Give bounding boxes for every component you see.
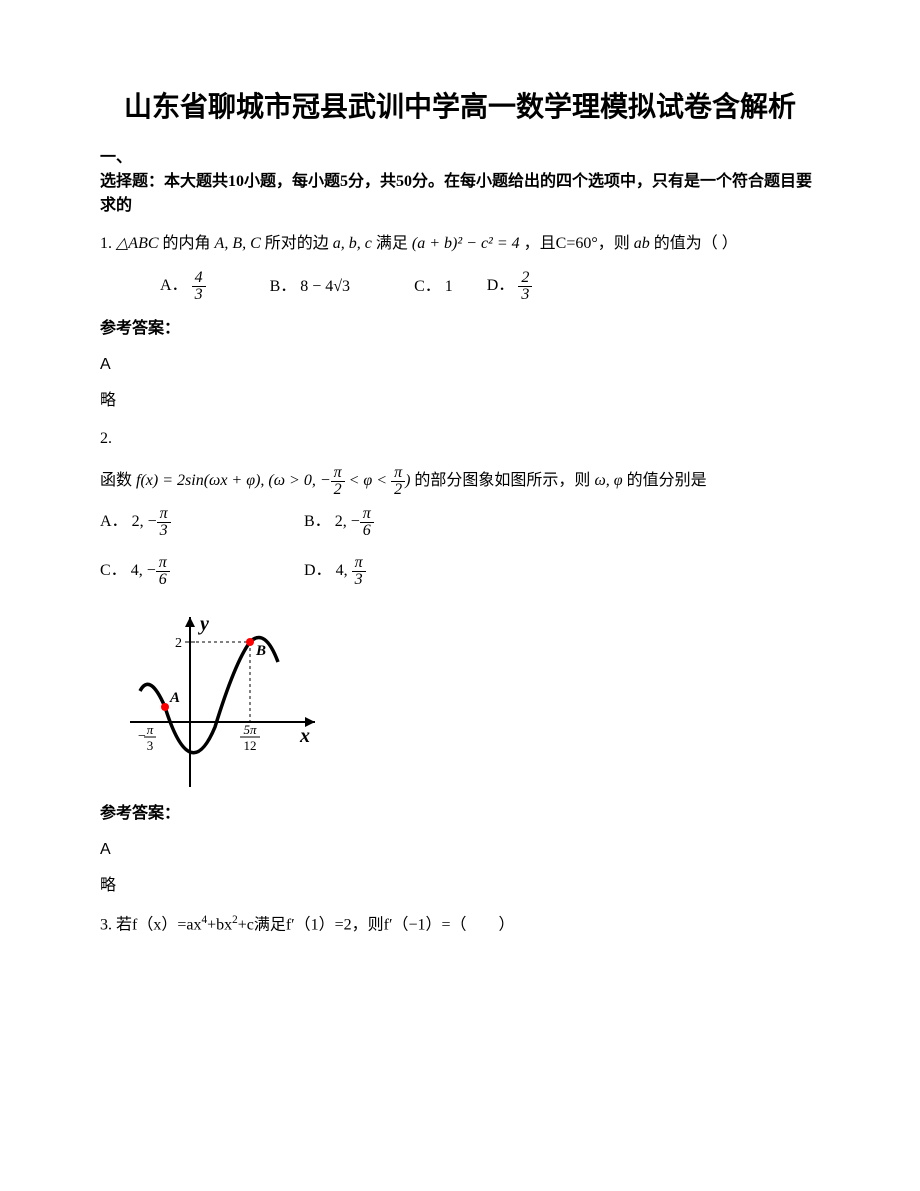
q1-option-d: D． 23	[487, 270, 533, 303]
opt-value: 1	[445, 278, 453, 295]
section-instructions: 选择题：本大题共10小题，每小题5分，共50分。在每小题给出的四个选项中，只有是…	[100, 173, 812, 214]
frac-den: 3	[518, 287, 532, 303]
q1-text-2: 所对的边	[265, 235, 329, 252]
q1-text: 的内角	[163, 235, 211, 252]
q2-func: f(x) = 2sin(ωx + φ), (ω > 0, −	[136, 473, 331, 490]
y-tick-2: 2	[175, 636, 182, 651]
section-1-heading: 一、 选择题：本大题共10小题，每小题5分，共50分。在每小题给出的四个选项中，…	[100, 146, 820, 218]
frac-den: 3	[157, 523, 171, 539]
q2-option-d: D． 4, π3	[304, 555, 504, 588]
question-2-number: 2.	[100, 427, 820, 451]
frac-den: 6	[360, 523, 374, 539]
section-number: 一、	[100, 149, 132, 166]
opt-label: D．	[487, 278, 515, 295]
q2-ref-answer-label: 参考答案：	[100, 802, 820, 826]
q3-text-3: +c满足f′（1）=2，则f′（−1）=（ ）	[238, 917, 515, 934]
frac-num: 4	[192, 270, 206, 287]
opt-pre: 2, −	[132, 514, 157, 531]
frac-num: π	[352, 555, 366, 572]
frac-num: π	[157, 506, 171, 523]
y-arrow-icon	[185, 617, 195, 627]
q1-angles: A, B, C	[215, 235, 261, 252]
q2-option-a: A． 2, −π3	[100, 506, 300, 539]
q2-answer: A	[100, 838, 820, 862]
opt-label: C．	[414, 278, 441, 295]
sine-graph-svg: y x 2 − π 3 5π 12 A B	[120, 612, 320, 792]
q1-sides: a, b, c	[333, 235, 372, 252]
frac-den: 6	[156, 572, 170, 588]
opt-label: A．	[160, 278, 188, 295]
frac-den: 2	[391, 482, 405, 498]
q1-number: 1.	[100, 235, 112, 252]
opt-pre: 4, −	[131, 563, 156, 580]
q2-tail2: 的值分别是	[627, 473, 707, 490]
q3-text-1: 若f（x）=ax	[116, 917, 201, 934]
xtick-5pi-num: 5π	[243, 722, 257, 737]
point-a	[161, 703, 169, 711]
q2-graph: y x 2 − π 3 5π 12 A B	[120, 612, 320, 792]
q2-omegaphi: ω, φ	[594, 473, 622, 490]
q2-option-c: C． 4, −π6	[100, 555, 300, 588]
q2-pre: 函数	[100, 473, 132, 490]
xtick-neg-den: 3	[147, 738, 154, 753]
q1-equation: (a + b)² − c² = 4	[412, 235, 520, 252]
point-b	[246, 638, 254, 646]
opt-label: C．	[100, 563, 127, 580]
opt-label: B．	[304, 514, 331, 531]
q2-tail1: 的部分图象如图所示，则	[414, 473, 590, 490]
xtick-5pi-den: 12	[244, 738, 257, 753]
frac-den: 3	[192, 287, 206, 303]
q1-text-4: ，且C=60°，则	[524, 235, 630, 252]
question-3: 3. 若f（x）=ax4+bx2+c满足f′（1）=2，则f′（−1）=（ ）	[100, 912, 820, 937]
q1-explanation: 略	[100, 389, 820, 413]
q2-close: )	[405, 473, 410, 490]
page-title: 山东省聊城市冠县武训中学高一数学理模拟试卷含解析	[100, 90, 820, 126]
q2-number: 2.	[100, 430, 112, 447]
frac-den: 2	[331, 482, 345, 498]
q1-answer: A	[100, 353, 820, 377]
frac-num: π	[331, 465, 345, 482]
xtick-neg-num: π	[147, 722, 154, 737]
frac-num: π	[156, 555, 170, 572]
question-1: 1. △ABC 的内角 A, B, C 所对的边 a, b, c 满足 (a +…	[100, 232, 820, 256]
q2-explanation: 略	[100, 874, 820, 898]
point-b-label: B	[255, 643, 266, 659]
opt-pre: 4,	[336, 563, 352, 580]
opt-label: A．	[100, 514, 128, 531]
q1-ref-answer-label: 参考答案：	[100, 317, 820, 341]
q1-triangle: △ABC	[116, 235, 159, 252]
q2-option-b: B． 2, −π6	[304, 506, 504, 539]
q3-text-2: +bx	[207, 917, 232, 934]
frac-den: 3	[352, 572, 366, 588]
frac-num: π	[391, 465, 405, 482]
y-axis-label: y	[198, 613, 209, 635]
q1-option-c: C． 1	[414, 275, 453, 299]
q2-mid: < φ <	[345, 473, 391, 490]
x-axis-label: x	[299, 725, 310, 747]
q1-option-b: B． 8 − 4√3	[270, 275, 351, 299]
opt-value: 8 − 4√3	[300, 278, 350, 295]
q1-option-a: A． 43	[160, 270, 206, 303]
exam-page: 山东省聊城市冠县武训中学高一数学理模拟试卷含解析 一、 选择题：本大题共10小题…	[0, 0, 920, 1191]
question-2: 函数 f(x) = 2sin(ωx + φ), (ω > 0, −π2 < φ …	[100, 465, 820, 498]
point-a-label: A	[169, 690, 180, 706]
q1-tail: 的值为（ ）	[654, 235, 738, 252]
q1-options: A． 43 B． 8 − 4√3 C． 1 D． 23	[160, 270, 820, 303]
q1-text-3: 满足	[376, 235, 408, 252]
frac-num: 2	[518, 270, 532, 287]
q1-ab: ab	[634, 235, 650, 252]
opt-label: B．	[270, 278, 297, 295]
frac-num: π	[360, 506, 374, 523]
q3-number: 3.	[100, 917, 112, 934]
opt-label: D．	[304, 563, 332, 580]
q2-options-row1: A． 2, −π3 B． 2, −π6 C． 4, −π6 D． 4, π3	[100, 506, 820, 604]
opt-pre: 2, −	[335, 514, 360, 531]
